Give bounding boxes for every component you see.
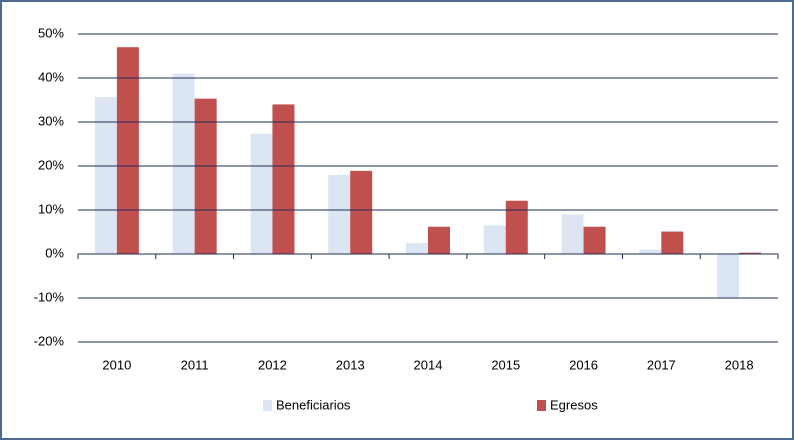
x-tick-label: 2011 xyxy=(181,357,209,372)
bar xyxy=(717,254,740,298)
bar xyxy=(428,226,450,254)
legend-swatch xyxy=(263,400,272,411)
y-tick-label: 30% xyxy=(38,113,64,128)
bar xyxy=(583,226,606,254)
y-tick-label: 50% xyxy=(38,25,64,40)
bar xyxy=(94,96,117,254)
y-tick-label: -10% xyxy=(34,289,65,304)
y-tick-label: -20% xyxy=(34,333,65,348)
x-tick-label: 2013 xyxy=(336,357,365,372)
bar xyxy=(250,133,273,254)
bar xyxy=(561,214,584,254)
y-tick-label: 0% xyxy=(45,245,64,260)
bar xyxy=(406,243,428,254)
legend-swatch xyxy=(537,400,546,411)
bar xyxy=(194,98,217,255)
bar xyxy=(661,231,684,254)
bar xyxy=(116,47,139,255)
bar xyxy=(639,249,662,254)
bar xyxy=(328,174,351,254)
y-tick-label: 40% xyxy=(38,69,64,84)
legend-label: Beneficiarios xyxy=(276,397,351,412)
legend-label: Egresos xyxy=(550,397,598,412)
bar xyxy=(483,225,506,254)
y-tick-label: 20% xyxy=(38,157,64,172)
bar xyxy=(505,200,528,254)
bar xyxy=(172,73,195,254)
bar xyxy=(272,104,295,255)
bar xyxy=(739,252,762,254)
bar xyxy=(350,170,373,254)
y-tick-label: 10% xyxy=(38,201,64,216)
x-tick-label: 2014 xyxy=(414,357,443,372)
x-tick-label: 2015 xyxy=(491,357,520,372)
x-tick-label: 2012 xyxy=(258,357,287,372)
x-tick-label: 2018 xyxy=(725,357,754,372)
x-tick-label: 2016 xyxy=(569,357,598,372)
x-tick-label: 2010 xyxy=(102,357,131,372)
x-tick-label: 2017 xyxy=(647,357,676,372)
